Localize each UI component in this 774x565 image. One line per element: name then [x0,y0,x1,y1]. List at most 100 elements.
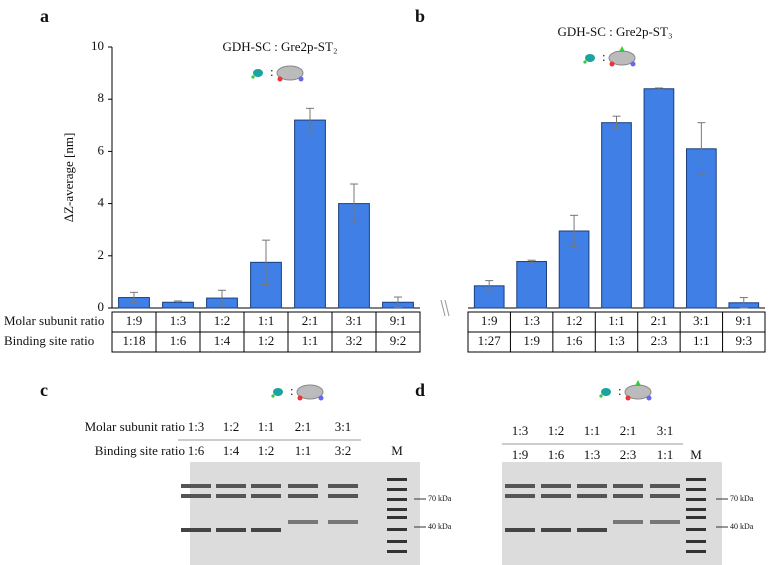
y-axis-label: ΔZ-average [nm] [61,133,76,223]
band [387,550,407,553]
band [251,484,281,488]
y-tick-label: 6 [98,142,105,157]
binding-label: 1:6 [170,333,187,348]
panel-label: b [415,6,425,26]
lane-label: 1:2 [258,443,275,458]
x-tick-label: 9:1 [390,313,407,328]
lane-label: 1:3 [188,419,205,434]
lane-label: 1:3 [584,447,601,462]
binding-label: 1:27 [478,333,502,348]
marker-size: 40 kDa [730,522,754,531]
x-tick-label: 1:9 [126,313,143,328]
band [686,508,706,511]
icon [277,76,283,82]
gel [190,462,420,565]
x-tick-label: 9:1 [735,313,752,328]
band [613,484,643,488]
band [686,516,706,519]
error-bar [739,297,748,309]
band [216,494,246,498]
icon [585,54,595,62]
bar [294,119,326,309]
lane-label: 1:1 [584,423,601,438]
x-tick-label: 1:3 [523,313,540,328]
band [650,494,680,498]
icon: : [290,383,294,398]
band [613,494,643,498]
binding-label: 1:6 [566,333,583,348]
x-tick-label: 1:2 [214,313,231,328]
lane-label: 1:4 [223,443,240,458]
band [686,540,706,543]
band [505,484,535,488]
lane-label: 1:6 [548,447,565,462]
icon [297,395,303,401]
band [387,528,407,531]
band [328,494,358,498]
lane-label: 1:1 [657,447,674,462]
binding-label: 1:1 [693,333,710,348]
band [650,520,680,524]
marker-label: M [690,447,702,462]
lane-label: 3:1 [335,419,352,434]
band [328,484,358,488]
y-tick-label: 10 [91,38,104,53]
binding-label: 1:9 [523,333,540,348]
y-tick-label: 4 [98,195,105,210]
x-tick-label: 2:1 [651,313,668,328]
error-bar [485,280,494,292]
band [686,488,706,491]
row-label: Binding site ratio [4,333,94,348]
band [181,528,211,532]
lane-label: 1:6 [188,443,205,458]
x-tick-label: 1:3 [170,313,187,328]
error-bar [262,239,270,286]
icon [635,380,641,386]
binding-label: 1:18 [122,333,145,348]
error-bar [570,214,579,248]
icon [296,384,324,400]
x-tick-label: 1:1 [608,313,625,328]
lane-label: 3:1 [657,423,674,438]
binding-label: 1:3 [608,333,625,348]
icon [318,395,324,401]
error-bar [612,115,621,130]
bar [601,122,632,309]
icon [271,394,275,398]
lane-label: 1:9 [512,447,529,462]
bar [516,261,547,309]
lane-label: 2:3 [620,447,637,462]
lane-label: 3:2 [335,443,352,458]
band [541,528,571,532]
icon: : [602,49,606,64]
icon [601,388,611,396]
band [686,478,706,481]
error-bar [218,289,226,307]
icon [625,395,631,401]
error-bar [350,183,358,224]
icon [276,65,304,81]
band [505,528,535,532]
band [387,540,407,543]
band [181,494,211,498]
x-tick-label: 1:2 [566,313,583,328]
marker-size: 40 kDa [428,522,452,531]
band [577,484,607,488]
band [541,484,571,488]
icon: : [270,64,274,79]
error-bar [130,291,138,304]
x-tick-label: 3:1 [346,313,363,328]
y-tick-label: 8 [98,90,105,105]
x-tick-label: 2:1 [302,313,319,328]
error-bar [697,122,706,176]
lane-label: 1:2 [548,423,565,438]
panel-label: c [40,380,48,400]
error-bar [394,296,402,308]
x-tick-label: 1:1 [258,313,275,328]
band [505,494,535,498]
lane-label: 2:1 [620,423,637,438]
icon [251,75,255,79]
y-tick-label: 2 [98,247,105,262]
icon: : [618,383,622,398]
